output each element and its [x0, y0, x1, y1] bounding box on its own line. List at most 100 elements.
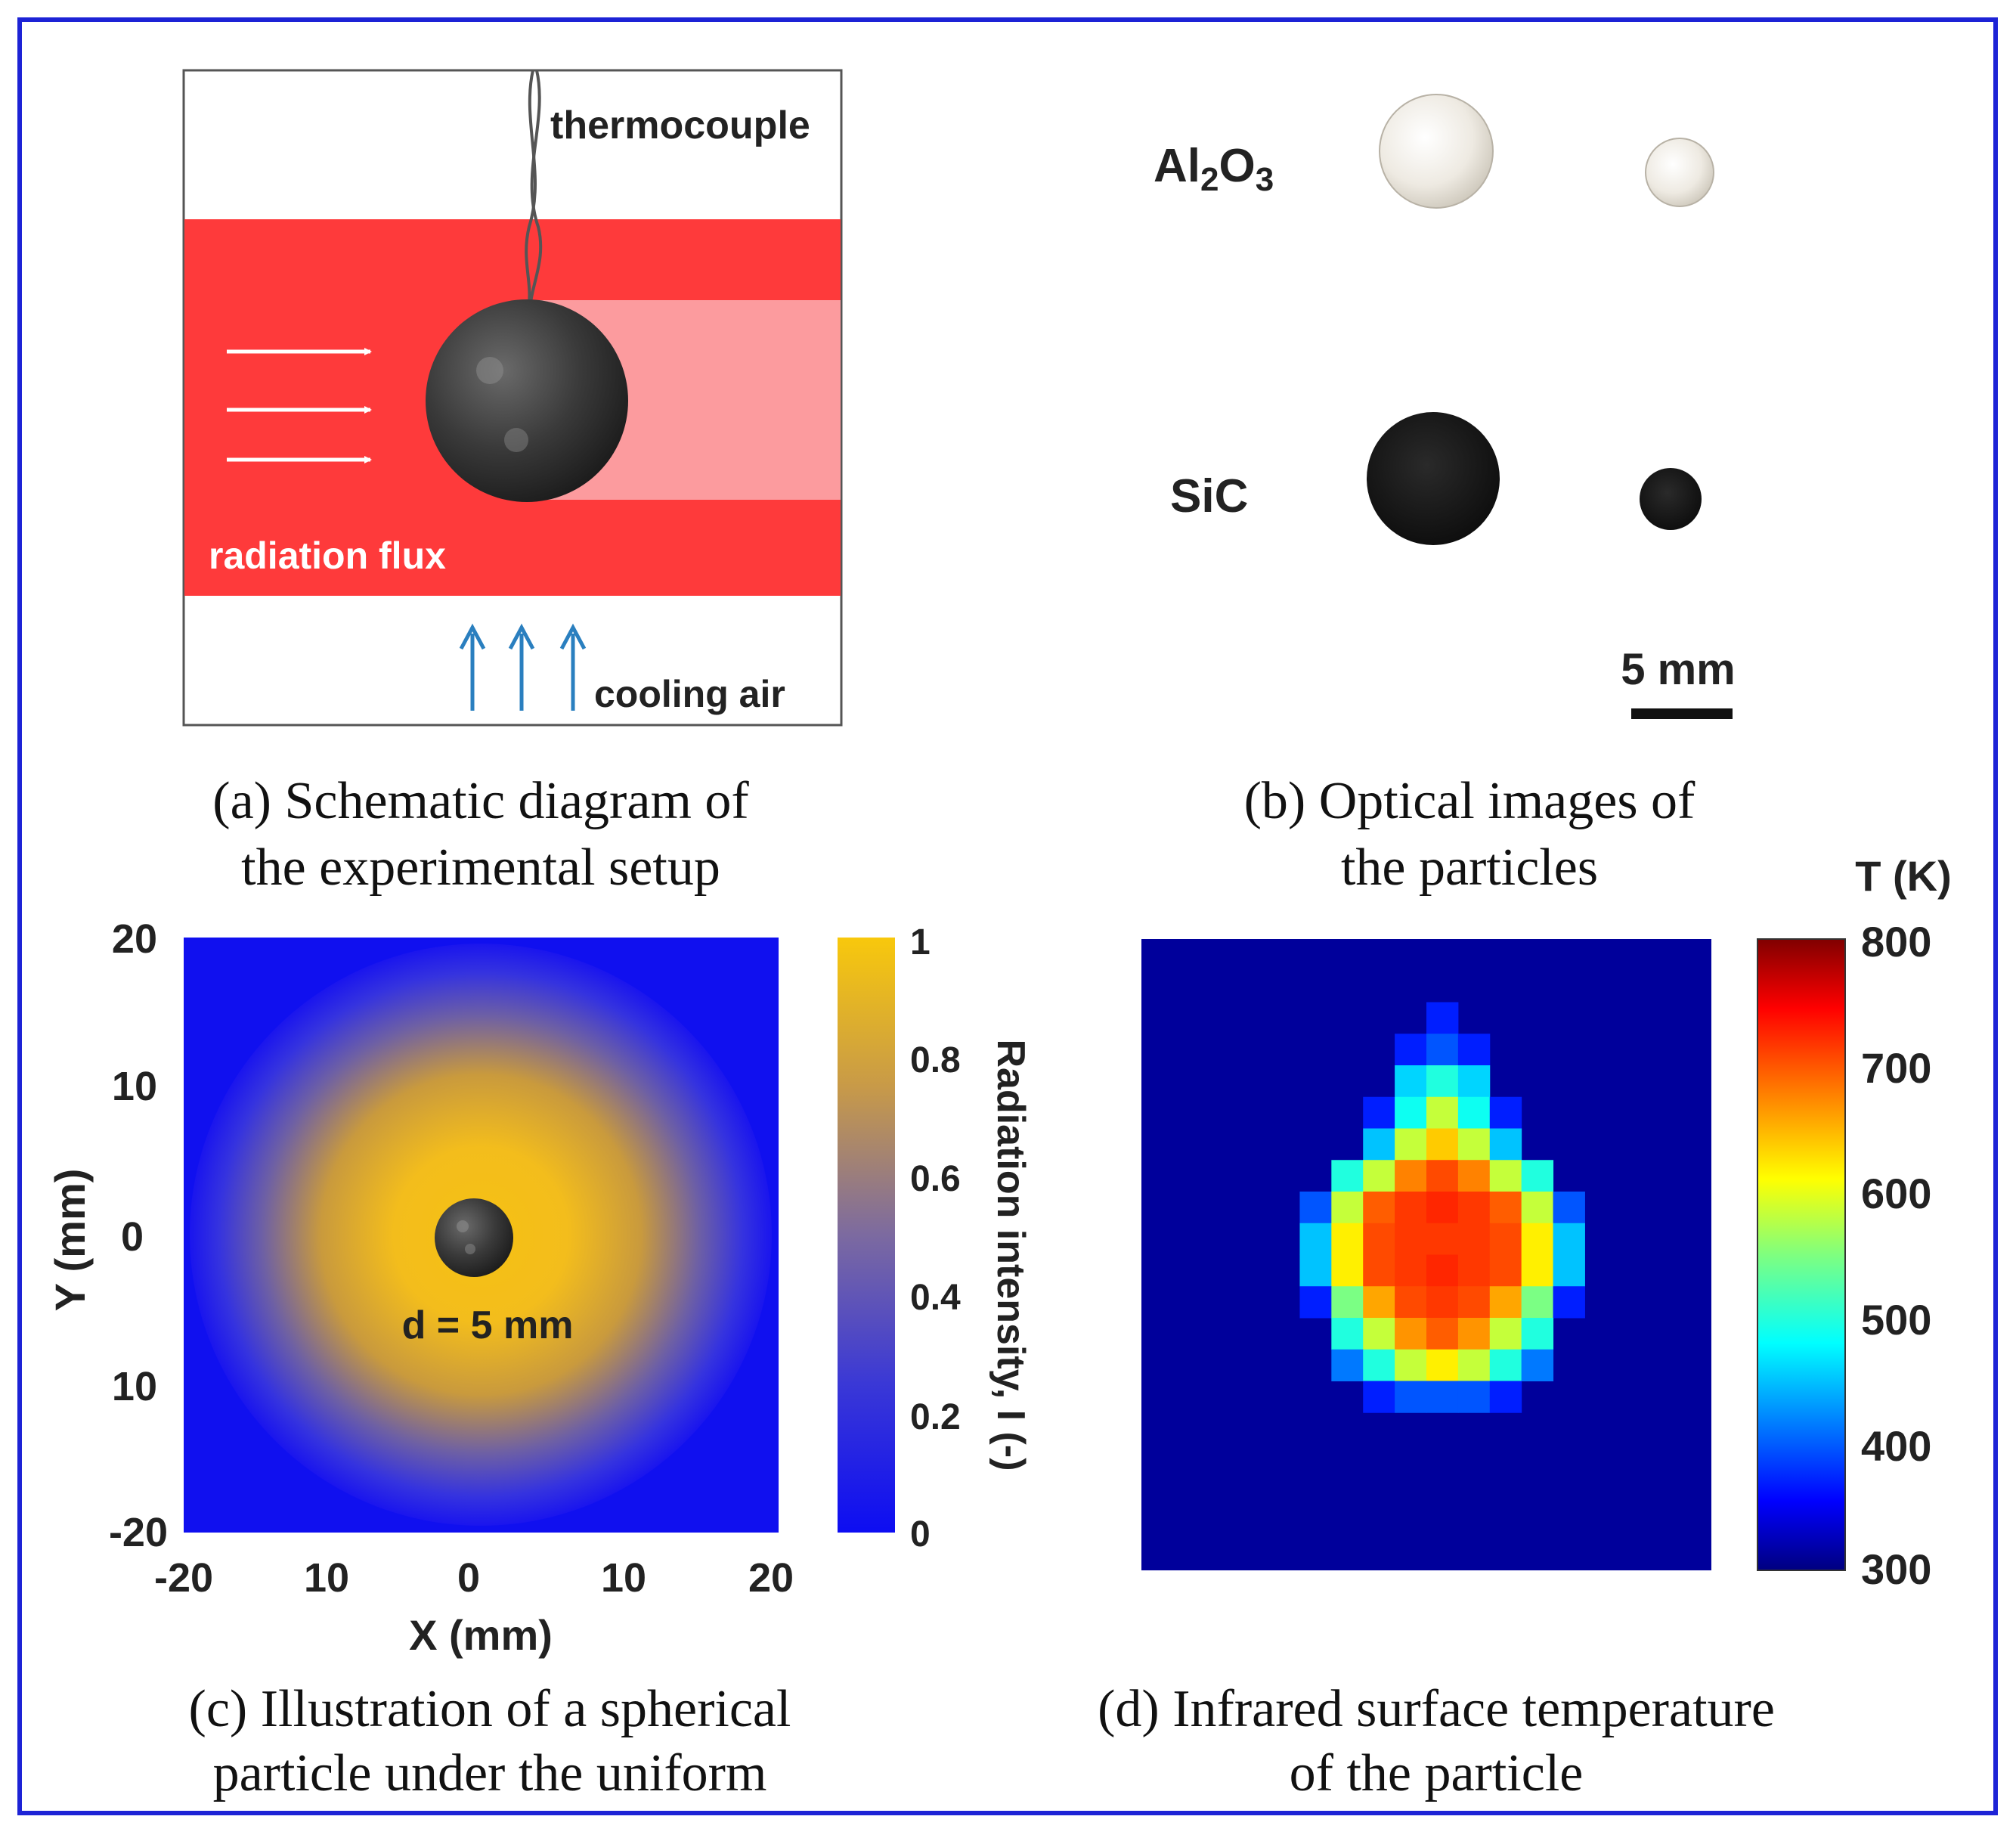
ir-pixel: [1331, 1254, 1364, 1287]
cooling-air-label: cooling air: [594, 673, 785, 715]
caption-c-line1: (c) Illustration of a spherical: [189, 1680, 791, 1738]
ir-pixel: [1457, 1065, 1491, 1098]
ir-pixel: [1363, 1223, 1395, 1255]
ir-pixel: [1457, 1254, 1491, 1287]
colorbar-tick-label: 0: [910, 1514, 931, 1554]
temperature-colorbar-ticks: 800 700 600 500 400 300: [1861, 918, 1931, 1593]
ir-pixel: [1521, 1223, 1554, 1255]
ir-pixel: [1395, 1349, 1427, 1381]
sphere-highlight-2: [504, 428, 528, 452]
sphere-highlight: [476, 357, 503, 384]
thermocouple-label: thermocouple: [550, 104, 810, 147]
ir-pixel: [1395, 1223, 1427, 1255]
x-tick-label: 0: [457, 1555, 480, 1601]
ir-pixel: [1521, 1192, 1554, 1224]
ir-pixel: [1363, 1286, 1395, 1319]
colorbar-tick-label: 700: [1861, 1044, 1931, 1092]
colorbar-tick-label: 0.6: [910, 1159, 961, 1199]
y-tick-label: -20: [109, 1510, 168, 1555]
al2o3-label: Al2O3: [1154, 140, 1274, 198]
ir-pixel: [1331, 1223, 1364, 1255]
radiation-flux-label: radiation flux: [209, 535, 446, 577]
ir-pixel: [1363, 1160, 1395, 1192]
caption-a-line2: the experimental setup: [241, 838, 720, 897]
ir-pixel: [1395, 1381, 1427, 1413]
particle-sphere: [426, 299, 628, 502]
ir-pixel: [1521, 1349, 1554, 1381]
panel-d: T (K) 800 700 600 500 400 300 (d) Infrar…: [1098, 852, 1952, 1802]
ir-pixel: [1489, 1349, 1522, 1381]
cooling-air-arrows: [459, 623, 587, 711]
ir-pixel: [1457, 1223, 1491, 1255]
scale-bar-label: 5 mm: [1621, 645, 1736, 694]
ir-pixel: [1489, 1128, 1522, 1161]
ir-pixel: [1426, 1128, 1459, 1161]
ir-pixel: [1553, 1223, 1585, 1255]
ir-pixel: [1521, 1318, 1554, 1350]
ir-pixel: [1457, 1318, 1491, 1350]
ir-pixel: [1363, 1096, 1395, 1129]
ir-pixel: [1489, 1096, 1522, 1129]
al2o3-small-particle: [1645, 138, 1714, 207]
ir-pixel: [1457, 1128, 1491, 1161]
y-tick-label: 10: [112, 1064, 157, 1109]
ir-pixel: [1489, 1381, 1522, 1413]
ir-pixel: [1457, 1286, 1491, 1319]
ir-pixel: [1426, 1096, 1459, 1129]
ir-pixel: [1363, 1128, 1395, 1161]
thermocouple-wire: [525, 70, 537, 303]
ir-pixel: [1331, 1318, 1364, 1350]
x-axis-label: X (mm): [409, 1611, 553, 1659]
caption-d-line1: (d) Infrared surface temperature: [1098, 1680, 1775, 1738]
ir-pixel: [1426, 1034, 1459, 1066]
small-particle-highlight-2: [465, 1244, 475, 1254]
colorbar-tick-label: 400: [1861, 1422, 1931, 1470]
caption-c-line2: particle under the uniform: [213, 1744, 767, 1802]
y-axis-label: Y (mm): [46, 1169, 94, 1312]
small-particle-highlight: [457, 1220, 469, 1232]
ir-temperature-grid: [1299, 1002, 1585, 1413]
panel-b: Al2O3 SiC 5 mm (b) Optical images of the…: [1154, 94, 1736, 897]
ir-pixel: [1457, 1160, 1491, 1192]
ir-pixel: [1363, 1318, 1395, 1350]
ir-pixel: [1489, 1254, 1522, 1287]
caption-b-line2: the particles: [1341, 838, 1598, 897]
x-tick-label: -20: [154, 1555, 213, 1601]
ir-pixel: [1457, 1192, 1491, 1224]
ir-pixel: [1426, 1065, 1459, 1098]
ir-pixel: [1457, 1381, 1491, 1413]
ir-pixel: [1489, 1160, 1522, 1192]
ir-pixel: [1489, 1318, 1522, 1350]
sic-large-particle: [1367, 412, 1500, 545]
ir-pixel: [1299, 1223, 1332, 1255]
colorbar-tick-label: 0.4: [910, 1278, 961, 1318]
ir-pixel: [1363, 1254, 1395, 1287]
panel-c: d = 5 mm 20 10 0 10 -20 -20 10 0 10 20 X…: [46, 916, 1033, 1802]
particle-diameter-label: d = 5 mm: [402, 1303, 574, 1347]
ir-pixel: [1457, 1034, 1491, 1066]
ir-pixel: [1426, 1318, 1459, 1350]
x-tick-label: 10: [304, 1555, 349, 1601]
colorbar-tick-label: 0.2: [910, 1397, 961, 1437]
ir-pixel: [1395, 1160, 1427, 1192]
ir-pixel: [1395, 1065, 1427, 1098]
ir-pixel: [1489, 1223, 1522, 1255]
sic-small-particle: [1640, 468, 1702, 530]
ir-pixel: [1395, 1318, 1427, 1350]
thermocouple-wire-2: [529, 70, 543, 303]
ir-pixel: [1395, 1286, 1427, 1319]
ir-pixel: [1426, 1192, 1459, 1224]
colorbar-tick-label: 500: [1861, 1296, 1931, 1344]
colorbar-tick-label: 800: [1861, 918, 1931, 965]
ir-pixel: [1489, 1286, 1522, 1319]
ir-pixel: [1395, 1254, 1427, 1287]
ir-pixel: [1489, 1192, 1522, 1224]
ir-pixel: [1426, 1286, 1459, 1319]
caption-b-line1: (b) Optical images of: [1244, 772, 1695, 830]
ir-pixel: [1331, 1192, 1364, 1224]
colorbar-tick-label: 600: [1861, 1170, 1931, 1217]
temperature-colorbar-title: T (K): [1855, 852, 1952, 900]
colorbar-tick-label: 1: [910, 922, 931, 962]
x-tick-label: 20: [748, 1555, 794, 1601]
